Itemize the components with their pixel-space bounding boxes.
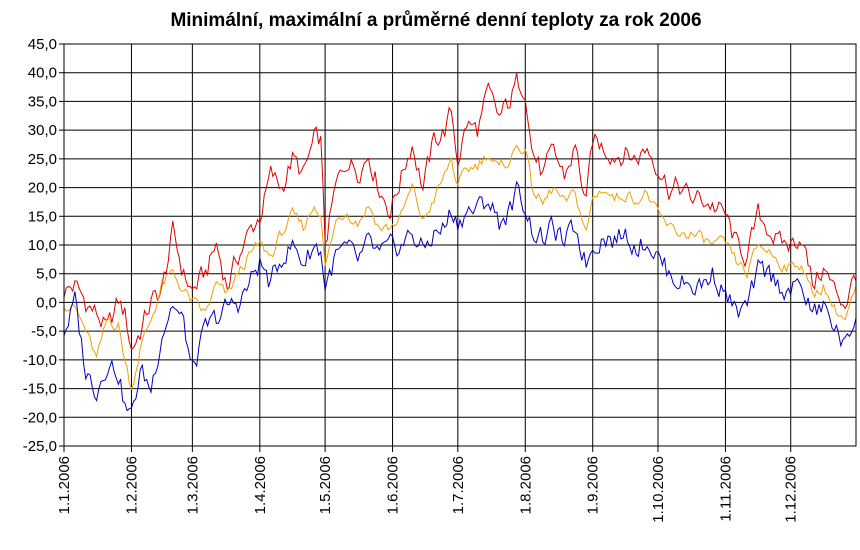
- y-tick-label: 5,0: [36, 266, 57, 283]
- y-tick-label: 15,0: [28, 208, 57, 225]
- y-tick-label: 25,0: [28, 151, 57, 168]
- x-tick-label: 1.4.2006: [252, 456, 269, 514]
- x-tick-label: 1.8.2006: [517, 456, 534, 514]
- y-tick-label: -20,0: [23, 409, 57, 426]
- x-tick-label: 1.3.2006: [184, 456, 201, 514]
- x-tick-label: 1.5.2006: [317, 456, 334, 514]
- y-tick-label: 0,0: [36, 294, 57, 311]
- y-tick-label: 10,0: [28, 237, 57, 254]
- x-tick-label: 1.9.2006: [585, 456, 602, 514]
- x-tick-label: 1.10.2006: [650, 456, 667, 523]
- x-tick-label: 1.12.2006: [783, 456, 800, 523]
- x-tick-label: 1.11.2006: [717, 456, 734, 522]
- series-line-min: [63, 180, 857, 412]
- y-tick-label: 45,0: [28, 36, 57, 53]
- y-tick-label: 35,0: [28, 93, 57, 110]
- x-tick-label: 1.1.2006: [56, 456, 73, 514]
- y-tick-label: 20,0: [28, 180, 57, 197]
- y-tick-label: 40,0: [28, 65, 57, 82]
- series-lines: [63, 72, 857, 412]
- series-line-max: [63, 72, 857, 351]
- x-tick-label: 1.7.2006: [450, 456, 467, 514]
- x-tick-label: 1.6.2006: [385, 456, 402, 514]
- y-tick-label: 30,0: [28, 122, 57, 139]
- x-axis-ticks: 1.1.2006 1.2.2006 1.3.2006 1.4.2006 1.5.2006…: [56, 446, 800, 523]
- y-tick-label: -25,0: [23, 438, 57, 455]
- chart-title: Minimální, maximální a průměrné denní te…: [170, 10, 701, 31]
- series-line-mean: [63, 144, 857, 391]
- y-tick-label: -5,0: [31, 323, 57, 340]
- y-axis-ticks: -25,0 -20,0 -15,0 -10,0 -5,0 0,0 5,0 10,0 15,0 20…: [23, 36, 64, 455]
- y-tick-label: -15,0: [23, 381, 57, 398]
- y-tick-label: -10,0: [23, 352, 57, 369]
- x-tick-label: 1.2.2006: [123, 456, 140, 514]
- gridlines: [63, 43, 856, 447]
